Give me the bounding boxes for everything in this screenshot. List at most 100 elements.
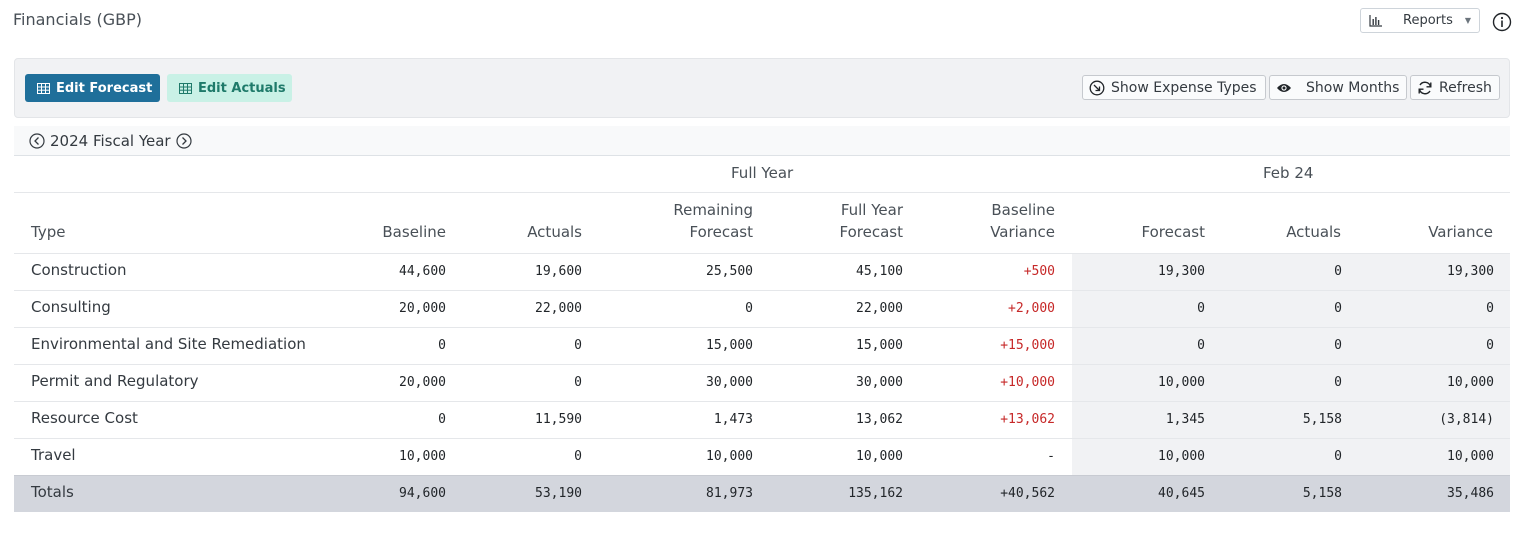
show-expense-types-label: Show Expense Types <box>1111 79 1257 96</box>
col-header-actuals: Actuals <box>527 223 582 241</box>
cell-month-variance: 19,300 <box>1447 264 1494 279</box>
show-months-button[interactable]: Show Months <box>1269 75 1407 100</box>
cell-month-variance: 10,000 <box>1447 449 1494 464</box>
cell-type: Construction <box>31 261 127 279</box>
col-header-month-actuals: Actuals <box>1286 223 1341 241</box>
cell-type: Totals <box>31 483 74 501</box>
edit-actuals-label: Edit Actuals <box>198 80 286 96</box>
refresh-icon <box>1418 81 1432 94</box>
cell-remaining-forecast: 10,000 <box>706 449 753 464</box>
col-header-baseline: Baseline <box>382 223 446 241</box>
cell-baseline-variance: +40,562 <box>1000 486 1055 501</box>
group-header-full-year: Full Year <box>731 164 794 182</box>
circle-arrow-icon <box>1089 80 1105 95</box>
edit-forecast-button[interactable]: Edit Forecast <box>25 74 160 102</box>
show-months-label: Show Months <box>1306 79 1400 96</box>
table-row: Travel 10,000 0 10,000 10,000 - 10,000 0 10,000 <box>14 438 1510 475</box>
cell-month-variance: 0 <box>1486 338 1494 353</box>
reports-label: Reports <box>1403 13 1453 28</box>
cell-actuals: 0 <box>574 338 582 353</box>
cell-month-variance: 10,000 <box>1447 375 1494 390</box>
col-header-bvar-line2: Variance <box>990 223 1055 241</box>
col-header-fullyear-line2: Forecast <box>839 223 903 241</box>
cell-baseline: 0 <box>438 338 446 353</box>
cell-remaining-forecast: 0 <box>745 301 753 316</box>
fiscal-year-selector: 2024 Fiscal Year <box>14 126 1510 156</box>
cell-baseline-variance: +15,000 <box>1000 338 1055 353</box>
cell-baseline: 20,000 <box>399 375 446 390</box>
cell-actuals: 53,190 <box>535 486 582 501</box>
col-header-bvar-line1: Baseline <box>991 201 1055 219</box>
cell-month-actuals: 0 <box>1334 449 1342 464</box>
cell-baseline: 94,600 <box>399 486 446 501</box>
col-header-month-variance: Variance <box>1428 223 1493 241</box>
cell-month-forecast: 0 <box>1197 301 1205 316</box>
cell-remaining-forecast: 81,973 <box>706 486 753 501</box>
group-header-month: Feb 24 <box>1263 164 1314 182</box>
action-toolbar: Edit Forecast Edit Actuals Show Expense … <box>14 58 1510 118</box>
cell-month-actuals: 5,158 <box>1302 486 1342 501</box>
col-header-remaining-line1: Remaining <box>673 201 753 219</box>
cell-month-forecast: 1,345 <box>1165 412 1205 427</box>
cell-baseline: 10,000 <box>399 449 446 464</box>
col-header-remaining-line2: Forecast <box>689 223 753 241</box>
divider <box>14 155 1510 156</box>
cell-month-forecast: 19,300 <box>1158 264 1205 279</box>
fiscal-year-label: 2024 Fiscal Year <box>50 132 171 150</box>
cell-full-year-forecast: 22,000 <box>856 301 903 316</box>
table-row: Resource Cost 0 11,590 1,473 13,062 +13,062 1,… <box>14 401 1510 438</box>
cell-baseline-variance: +10,000 <box>1000 375 1055 390</box>
cell-remaining-forecast: 15,000 <box>706 338 753 353</box>
chevron-right-icon[interactable] <box>175 133 192 149</box>
divider <box>14 192 1510 193</box>
refresh-button[interactable]: Refresh <box>1410 75 1500 100</box>
cell-month-actuals: 0 <box>1334 375 1342 390</box>
show-expense-types-button[interactable]: Show Expense Types <box>1082 75 1266 100</box>
cell-month-forecast: 0 <box>1197 338 1205 353</box>
table-row: Consulting 20,000 22,000 0 22,000 +2,000 0 0 0 <box>14 290 1510 327</box>
cell-type: Environmental and Site Remediation <box>31 335 306 353</box>
cell-full-year-forecast: 10,000 <box>856 449 903 464</box>
cell-month-variance: (3,814) <box>1439 412 1494 427</box>
cell-actuals: 11,590 <box>535 412 582 427</box>
cell-month-actuals: 0 <box>1334 264 1342 279</box>
col-header-baseline-variance: Baseline Variance <box>990 199 1055 243</box>
cell-full-year-forecast: 13,062 <box>856 412 903 427</box>
cell-remaining-forecast: 1,473 <box>713 412 753 427</box>
cell-type: Permit and Regulatory <box>31 372 199 390</box>
col-header-fullyear-line1: Full Year <box>840 201 903 219</box>
cell-actuals: 22,000 <box>535 301 582 316</box>
refresh-label: Refresh <box>1439 79 1492 96</box>
table-row: Permit and Regulatory 20,000 0 30,000 30,000… <box>14 364 1510 401</box>
cell-month-actuals: 5,158 <box>1302 412 1342 427</box>
cell-actuals: 19,600 <box>535 264 582 279</box>
cell-actuals: 0 <box>574 375 582 390</box>
cell-full-year-forecast: 30,000 <box>856 375 903 390</box>
cell-type: Resource Cost <box>31 409 138 427</box>
info-icon[interactable] <box>1492 12 1512 32</box>
chevron-left-icon[interactable] <box>29 133 45 149</box>
cell-baseline: 0 <box>438 412 446 427</box>
reports-dropdown[interactable]: Reports ▼ <box>1360 8 1480 33</box>
cell-month-forecast: 10,000 <box>1158 375 1205 390</box>
cell-full-year-forecast: 15,000 <box>856 338 903 353</box>
cell-month-variance: 0 <box>1486 301 1494 316</box>
cell-type: Consulting <box>31 298 111 316</box>
edit-forecast-label: Edit Forecast <box>56 80 153 96</box>
cell-type: Travel <box>31 446 76 464</box>
bar-chart-icon <box>1369 14 1382 27</box>
page-title: Financials (GBP) <box>13 10 142 29</box>
col-header-full-year-forecast: Full Year Forecast <box>840 199 903 243</box>
edit-actuals-button[interactable]: Edit Actuals <box>167 74 292 102</box>
totals-row: Totals 94,600 53,190 81,973 135,162 +40,562 40… <box>14 475 1510 512</box>
cell-full-year-forecast: 135,162 <box>848 486 903 501</box>
cell-baseline-variance: +13,062 <box>1000 412 1055 427</box>
chevron-down-icon: ▼ <box>1464 16 1472 25</box>
cell-baseline-variance: - <box>1047 449 1055 464</box>
table-row: Environmental and Site Remediation 0 0 15,0… <box>14 327 1510 364</box>
cell-remaining-forecast: 30,000 <box>706 375 753 390</box>
table-icon <box>179 82 192 94</box>
eye-icon <box>1277 83 1291 92</box>
cell-full-year-forecast: 45,100 <box>856 264 903 279</box>
col-header-month-forecast: Forecast <box>1141 223 1205 241</box>
